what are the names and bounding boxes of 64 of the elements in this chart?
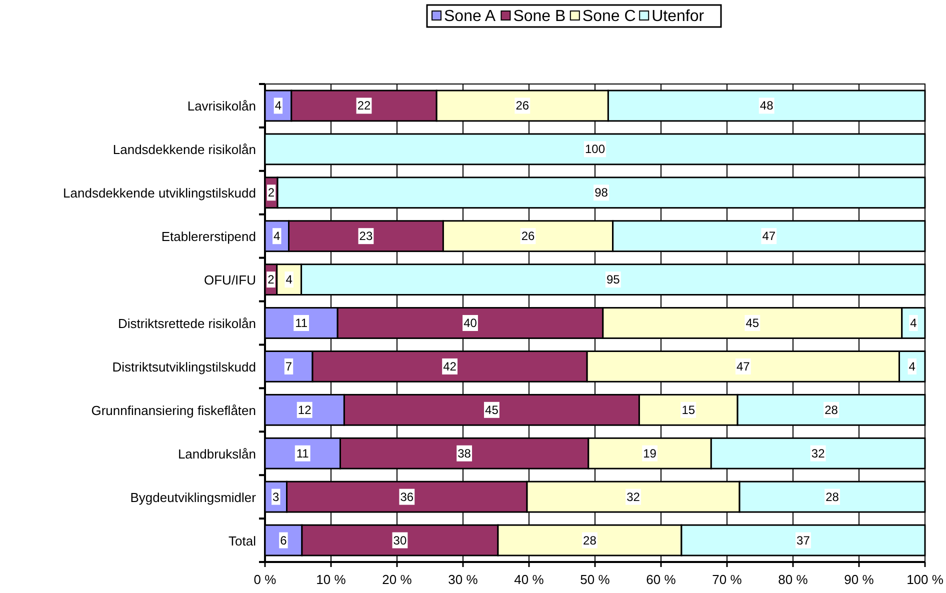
data-label: 4 bbox=[274, 98, 282, 113]
data-label: 95 bbox=[606, 272, 620, 287]
data-label: 19 bbox=[643, 446, 657, 460]
data-label: 2 bbox=[268, 272, 275, 287]
data-label: 48 bbox=[760, 98, 774, 113]
data-label: 26 bbox=[521, 229, 536, 244]
y-tick-label: Grunnfinansiering fiskeflåten bbox=[91, 402, 256, 418]
y-tick-label: Landsdekkende utviklingstilskudd bbox=[63, 186, 256, 201]
data-label: 47 bbox=[736, 359, 750, 374]
x-tick-label: 10 % bbox=[316, 572, 346, 587]
data-label: 11 bbox=[295, 316, 308, 330]
data-label: 28 bbox=[826, 490, 840, 504]
data-label: 98 bbox=[594, 186, 608, 200]
x-tick-label: 30 % bbox=[448, 572, 478, 587]
data-label: 3 bbox=[272, 490, 280, 504]
x-tick-label: 0 % bbox=[254, 572, 277, 587]
data-label: 32 bbox=[811, 446, 826, 460]
x-tick-label: 50 % bbox=[580, 572, 610, 587]
data-label: 40 bbox=[464, 316, 478, 330]
y-tick-label: Etablererstipend bbox=[161, 229, 256, 244]
data-label: 45 bbox=[485, 402, 499, 417]
data-label: 4 bbox=[286, 272, 293, 287]
data-label: 38 bbox=[458, 446, 472, 460]
data-label: 2 bbox=[268, 186, 275, 200]
x-tick-label: 100 % bbox=[906, 572, 944, 587]
data-label: 42 bbox=[443, 359, 457, 374]
y-tick-label: OFU/IFU bbox=[204, 272, 256, 288]
y-tick-label: Distriktsrettede risikolån bbox=[118, 316, 256, 331]
x-tick-label: 90 % bbox=[844, 572, 874, 587]
data-label: 32 bbox=[626, 490, 640, 504]
x-tick-label: 40 % bbox=[514, 572, 544, 587]
x-tick-label: 70 % bbox=[712, 572, 742, 587]
data-label: 7 bbox=[285, 359, 292, 374]
data-label: 47 bbox=[762, 229, 776, 244]
data-label: 11 bbox=[296, 446, 310, 460]
legend-label: Utenfor bbox=[652, 8, 705, 25]
x-tick-label: 80 % bbox=[778, 572, 808, 587]
y-tick-label: Distriktsutviklingstilskudd bbox=[112, 359, 256, 374]
data-label: 23 bbox=[359, 229, 373, 244]
data-label: 6 bbox=[280, 533, 288, 548]
data-label: 45 bbox=[746, 316, 760, 330]
data-label: 4 bbox=[908, 359, 916, 374]
y-tick-label: Total bbox=[228, 533, 256, 548]
legend-label: Sone B bbox=[513, 8, 566, 25]
data-label: 22 bbox=[357, 98, 371, 113]
data-label: 36 bbox=[400, 490, 414, 504]
data-label: 30 bbox=[393, 533, 407, 548]
data-label: 15 bbox=[682, 402, 696, 417]
y-tick-label: Landsdekkende risikolån bbox=[112, 142, 256, 158]
data-label: 28 bbox=[824, 402, 838, 417]
data-label: 28 bbox=[583, 533, 597, 548]
legend-label: Sone C bbox=[582, 8, 636, 25]
data-label: 100 bbox=[584, 142, 606, 156]
y-tick-label: Landbrukslån bbox=[178, 446, 256, 462]
data-label: 4 bbox=[910, 316, 918, 330]
legend-label: Sone A bbox=[444, 8, 496, 25]
data-label: 12 bbox=[298, 402, 312, 417]
data-label: 4 bbox=[274, 229, 281, 244]
y-tick-label: Lavrisikolån bbox=[187, 98, 256, 114]
data-label: 26 bbox=[516, 98, 530, 113]
y-tick-label: Bygdeutviklingsmidler bbox=[130, 490, 257, 505]
data-label: 37 bbox=[796, 533, 810, 548]
x-tick-label: 60 % bbox=[646, 572, 676, 587]
x-tick-label: 20 % bbox=[382, 572, 412, 587]
